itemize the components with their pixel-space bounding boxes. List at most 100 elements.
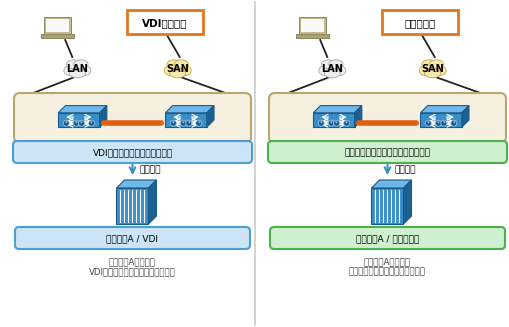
Circle shape: [78, 120, 84, 126]
Ellipse shape: [66, 60, 81, 69]
Circle shape: [435, 120, 440, 126]
Text: LAN: LAN: [321, 64, 343, 74]
Ellipse shape: [167, 61, 187, 73]
Circle shape: [318, 120, 324, 126]
Text: *: *: [90, 121, 93, 126]
Ellipse shape: [67, 61, 87, 73]
Circle shape: [440, 120, 446, 126]
Text: *: *: [436, 121, 439, 126]
Ellipse shape: [64, 66, 76, 76]
Ellipse shape: [428, 60, 443, 69]
Polygon shape: [165, 106, 214, 113]
FancyBboxPatch shape: [300, 19, 323, 32]
FancyBboxPatch shape: [45, 19, 69, 32]
Text: バッチ処理のサーバとして仮稼動: バッチ処理のサーバとして仮稼動: [348, 267, 425, 276]
Ellipse shape: [433, 66, 445, 76]
FancyBboxPatch shape: [13, 141, 251, 163]
Ellipse shape: [421, 60, 435, 69]
Text: ブレードA / VDI: ブレードA / VDI: [106, 234, 158, 243]
Ellipse shape: [424, 69, 440, 78]
Text: ブレードA / バッチ処理: ブレードA / バッチ処理: [355, 234, 418, 243]
Polygon shape: [313, 106, 361, 113]
FancyBboxPatch shape: [269, 227, 504, 249]
FancyBboxPatch shape: [15, 227, 249, 249]
Circle shape: [450, 120, 456, 126]
Text: *: *: [65, 121, 68, 126]
Text: SAN: SAN: [420, 64, 443, 74]
Polygon shape: [116, 180, 156, 188]
Polygon shape: [148, 180, 156, 224]
Polygon shape: [116, 188, 148, 224]
Circle shape: [73, 120, 79, 126]
FancyBboxPatch shape: [268, 93, 505, 143]
Ellipse shape: [166, 60, 181, 69]
Ellipse shape: [74, 60, 88, 69]
Text: バッチ処理: バッチ処理: [404, 18, 435, 28]
Ellipse shape: [328, 60, 343, 69]
Polygon shape: [461, 106, 468, 127]
Text: LAN: LAN: [66, 64, 88, 74]
FancyBboxPatch shape: [298, 17, 325, 34]
Ellipse shape: [178, 66, 191, 76]
Polygon shape: [165, 113, 206, 127]
Circle shape: [185, 120, 191, 126]
Polygon shape: [419, 106, 468, 113]
Text: VDIシステムのサーバとして仮稼動: VDIシステムのサーバとして仮稼動: [89, 267, 176, 276]
Polygon shape: [371, 180, 411, 188]
Text: 割り当て: 割り当て: [139, 165, 161, 175]
Text: 割り当て: 割り当て: [394, 165, 415, 175]
Polygon shape: [99, 106, 106, 127]
Circle shape: [63, 120, 69, 126]
Text: *: *: [441, 121, 444, 126]
Polygon shape: [58, 113, 99, 127]
Text: *: *: [182, 121, 184, 126]
Text: *: *: [187, 121, 190, 126]
Text: ブレードAは夜間、: ブレードAは夜間、: [363, 257, 410, 266]
Circle shape: [328, 120, 333, 126]
Text: *: *: [426, 121, 429, 126]
Polygon shape: [206, 106, 214, 127]
Text: *: *: [172, 121, 175, 126]
Text: *: *: [75, 121, 77, 126]
Text: *: *: [197, 121, 200, 126]
Polygon shape: [371, 188, 403, 224]
Circle shape: [195, 120, 202, 126]
Text: *: *: [334, 121, 337, 126]
Text: *: *: [319, 121, 322, 126]
Text: VDIシステム: VDIシステム: [142, 18, 187, 28]
Text: VDI用のサービスプロファイル: VDI用のサービスプロファイル: [92, 148, 172, 157]
Text: ブレードAは日中、: ブレードAは日中、: [109, 257, 156, 266]
Ellipse shape: [324, 69, 340, 78]
FancyBboxPatch shape: [127, 10, 203, 34]
Ellipse shape: [422, 61, 442, 73]
Text: *: *: [345, 121, 347, 126]
Text: SAN: SAN: [166, 64, 189, 74]
Ellipse shape: [318, 66, 331, 76]
Polygon shape: [403, 180, 411, 224]
FancyBboxPatch shape: [44, 17, 71, 34]
Polygon shape: [354, 106, 361, 127]
Polygon shape: [58, 106, 106, 113]
Ellipse shape: [332, 66, 345, 76]
FancyBboxPatch shape: [267, 141, 506, 163]
Text: *: *: [451, 121, 454, 126]
FancyBboxPatch shape: [295, 34, 328, 38]
Circle shape: [343, 120, 349, 126]
Circle shape: [170, 120, 176, 126]
Circle shape: [425, 120, 431, 126]
Ellipse shape: [174, 60, 188, 69]
Ellipse shape: [169, 69, 185, 78]
Ellipse shape: [164, 66, 177, 76]
Ellipse shape: [322, 61, 342, 73]
Ellipse shape: [418, 66, 431, 76]
Circle shape: [89, 120, 95, 126]
Polygon shape: [419, 113, 461, 127]
Ellipse shape: [69, 69, 85, 78]
Circle shape: [333, 120, 339, 126]
Text: *: *: [329, 121, 332, 126]
Polygon shape: [313, 113, 354, 127]
Ellipse shape: [321, 60, 335, 69]
FancyBboxPatch shape: [41, 34, 74, 38]
FancyBboxPatch shape: [381, 10, 457, 34]
FancyBboxPatch shape: [14, 93, 250, 143]
